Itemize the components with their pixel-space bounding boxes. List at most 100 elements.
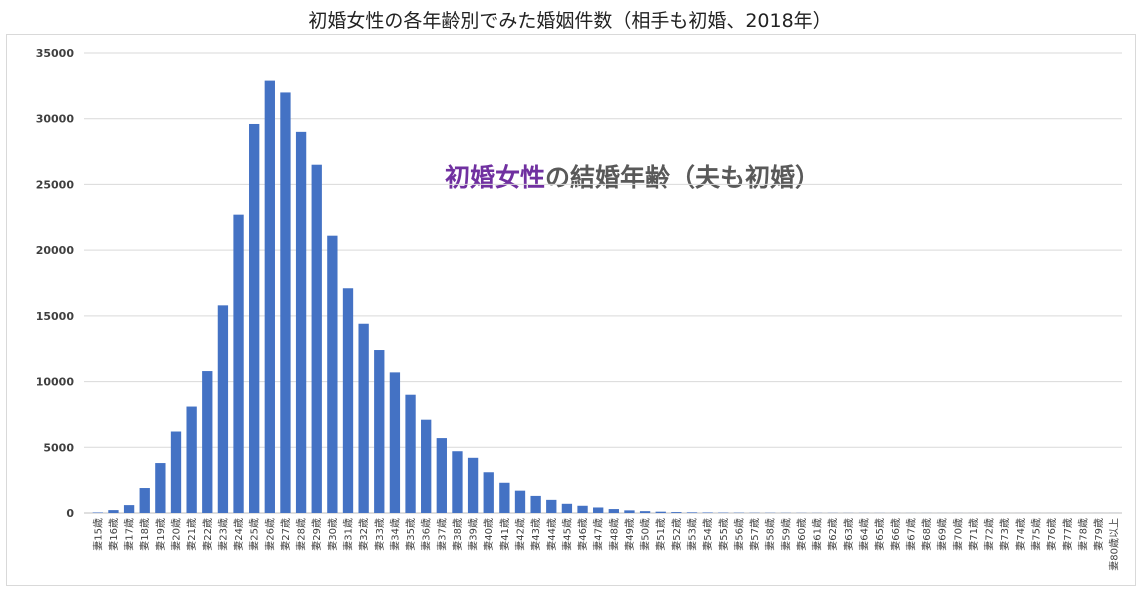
x-tick-label: 妻46歳	[576, 518, 589, 551]
x-tick-label: 妻58歳	[764, 518, 777, 551]
bar	[311, 164, 322, 513]
x-tick-label: 妻77歳	[1061, 518, 1074, 551]
y-axis: 0 5000 10000 15000 20000 25000 30000 35000	[36, 47, 75, 520]
bar	[467, 457, 479, 513]
bar	[186, 406, 197, 513]
x-tick-label: 妻50歳	[639, 518, 652, 551]
bar	[155, 463, 166, 513]
x-tick-label: 妻66歳	[889, 518, 902, 551]
bar	[108, 510, 119, 513]
y-tick-label: 5000	[43, 441, 74, 454]
y-tick-label: 20000	[36, 244, 75, 257]
x-tick-label: 妻53歳	[686, 518, 699, 551]
x-tick-label: 妻33歳	[373, 518, 386, 551]
bar	[170, 431, 182, 513]
bar	[421, 419, 432, 513]
x-tick-label: 妻19歳	[154, 518, 167, 551]
x-tick-label: 妻27歳	[279, 518, 292, 551]
x-tick-label: 妻21歳	[185, 518, 198, 551]
x-tick-label: 妻74歳	[1014, 518, 1027, 551]
bar	[123, 505, 135, 513]
bar	[389, 372, 401, 513]
y-tick-label: 35000	[36, 47, 75, 60]
x-tick-label: 妻36歳	[420, 518, 433, 551]
bar	[499, 482, 510, 513]
y-tick-label: 10000	[36, 376, 75, 389]
x-tick-label: 妻64歳	[858, 518, 871, 551]
x-tick-label: 妻70歳	[951, 518, 964, 551]
x-tick-label: 妻48歳	[607, 518, 620, 551]
x-tick-label: 妻42歳	[514, 518, 527, 551]
x-tick-label: 妻51歳	[654, 518, 667, 551]
x-tick-label: 妻72歳	[983, 518, 996, 551]
bar	[671, 512, 682, 513]
x-tick-label: 妻22歳	[201, 518, 214, 551]
bar	[608, 509, 619, 513]
x-axis: 妻15歳 妻16歳 妻17歳 妻18歳 妻19歳 妻20歳 妻21歳 妻22歳 妻23歳 妻24歳…	[91, 518, 1120, 571]
x-tick-label: 妻65歳	[873, 518, 886, 551]
bar	[295, 131, 307, 514]
x-tick-label: 妻25歳	[248, 518, 261, 551]
annotation-rest: の結婚年齢（夫も初婚）	[545, 163, 821, 192]
x-tick-label: 妻16歳	[107, 518, 120, 551]
x-tick-label: 妻32歳	[357, 518, 370, 551]
x-tick-label: 妻57歳	[748, 518, 761, 551]
x-tick-label: 妻62歳	[826, 518, 839, 551]
bar	[233, 214, 244, 513]
bar	[561, 503, 573, 513]
x-tick-label: 妻30歳	[326, 518, 339, 551]
chart-frame	[6, 34, 1136, 586]
x-tick-label: 妻23歳	[216, 518, 229, 551]
x-tick-label: 妻78歳	[1076, 518, 1089, 551]
bar	[139, 488, 150, 513]
x-tick-label: 妻54歳	[701, 518, 714, 551]
x-tick-label: 妻28歳	[295, 518, 308, 551]
x-tick-label: 妻60歳	[795, 518, 808, 551]
x-tick-label: 妻55歳	[717, 518, 730, 551]
bar	[577, 505, 588, 513]
x-tick-label: 妻71歳	[967, 518, 980, 551]
bar	[264, 80, 275, 513]
bar	[327, 235, 338, 513]
bar	[483, 472, 494, 513]
x-tick-label: 妻59歳	[779, 518, 792, 551]
x-tick-label: 妻52歳	[670, 518, 683, 551]
y-tick-label: 15000	[36, 310, 75, 323]
x-tick-label: 妻29歳	[310, 518, 323, 551]
x-tick-label: 妻47歳	[592, 518, 605, 551]
x-tick-label: 妻45歳	[560, 518, 573, 551]
bars	[92, 80, 1120, 514]
y-tick-label: 25000	[36, 178, 75, 191]
x-tick-label: 妻56歳	[732, 518, 745, 551]
bar	[702, 512, 713, 513]
x-tick-label: 妻67歳	[904, 518, 917, 551]
x-tick-label: 妻73歳	[998, 518, 1011, 551]
x-tick-label: 妻38歳	[451, 518, 464, 551]
bar	[686, 512, 698, 513]
x-tick-label: 妻68歳	[920, 518, 933, 551]
x-tick-label: 妻26歳	[263, 518, 276, 551]
x-tick-label: 妻39歳	[467, 518, 480, 551]
x-tick-label: 妻41歳	[498, 518, 511, 551]
bar	[436, 438, 447, 513]
x-tick-label: 妻61歳	[811, 518, 824, 551]
x-tick-label: 妻49歳	[623, 518, 636, 551]
annotation-highlight: 初婚女性	[445, 163, 546, 192]
bar	[514, 490, 526, 513]
x-tick-label: 妻75歳	[1030, 518, 1043, 551]
x-tick-label: 妻34歳	[388, 518, 401, 551]
x-tick-label: 妻44歳	[545, 518, 558, 551]
bar	[374, 350, 385, 513]
x-tick-label: 妻43歳	[529, 518, 542, 551]
x-tick-label: 妻18歳	[138, 518, 151, 551]
bar	[639, 511, 651, 513]
bar	[358, 323, 369, 513]
y-tick-label: 0	[66, 507, 74, 520]
x-tick-label: 妻69歳	[936, 518, 949, 551]
bar	[593, 507, 604, 513]
x-tick-label: 妻15歳	[91, 518, 104, 551]
bar	[92, 512, 103, 513]
chart-annotation: 初婚女性の結婚年齢（夫も初婚）	[445, 158, 820, 194]
bar	[546, 499, 557, 513]
